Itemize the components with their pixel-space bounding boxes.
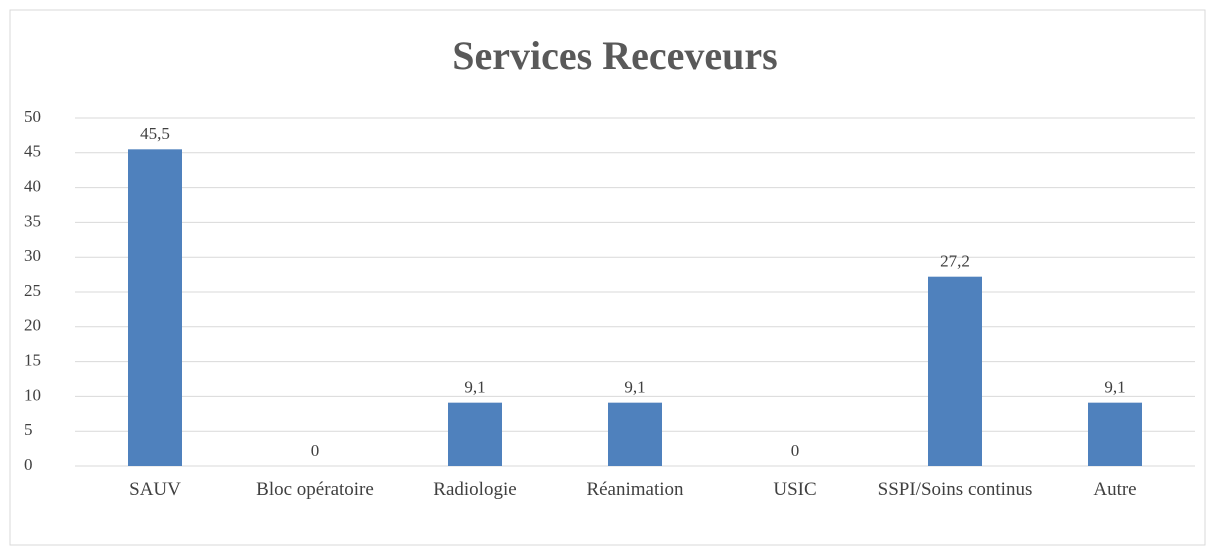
bar xyxy=(128,149,182,466)
bar xyxy=(1088,402,1142,466)
data-label: 9,1 xyxy=(464,378,485,397)
chart-title: Services Receveurs xyxy=(452,33,777,78)
y-tick-label: 5 xyxy=(24,420,33,439)
y-tick-label: 50 xyxy=(24,107,41,126)
x-tick-label: Autre xyxy=(1093,479,1137,500)
x-tick-label: Réanimation xyxy=(586,479,684,500)
y-tick-label: 0 xyxy=(24,455,33,474)
y-tick-label: 20 xyxy=(24,316,41,335)
data-label: 27,2 xyxy=(940,252,970,271)
y-tick-label: 10 xyxy=(24,385,41,404)
y-tick-label: 40 xyxy=(24,177,41,196)
x-tick-label: Radiologie xyxy=(433,479,517,500)
y-tick-label: 25 xyxy=(24,281,41,300)
bar xyxy=(928,276,982,466)
data-label: 0 xyxy=(311,441,320,460)
x-tick-label: Bloc opératoire xyxy=(256,479,374,500)
y-tick-label: 35 xyxy=(24,211,41,230)
y-tick-label: 30 xyxy=(24,246,41,265)
data-label: 0 xyxy=(791,441,800,460)
data-label: 9,1 xyxy=(1104,378,1125,397)
bar xyxy=(608,402,662,466)
data-label: 9,1 xyxy=(624,378,645,397)
chart-border xyxy=(9,9,1206,546)
x-tick-label: USIC xyxy=(773,479,817,500)
data-label: 45,5 xyxy=(140,124,170,143)
x-tick-label: SSPI/Soins continus xyxy=(877,479,1033,500)
y-tick-label: 15 xyxy=(24,351,41,370)
x-tick-label: SAUV xyxy=(129,479,181,500)
y-tick-label: 45 xyxy=(24,142,41,161)
bar xyxy=(448,402,502,466)
